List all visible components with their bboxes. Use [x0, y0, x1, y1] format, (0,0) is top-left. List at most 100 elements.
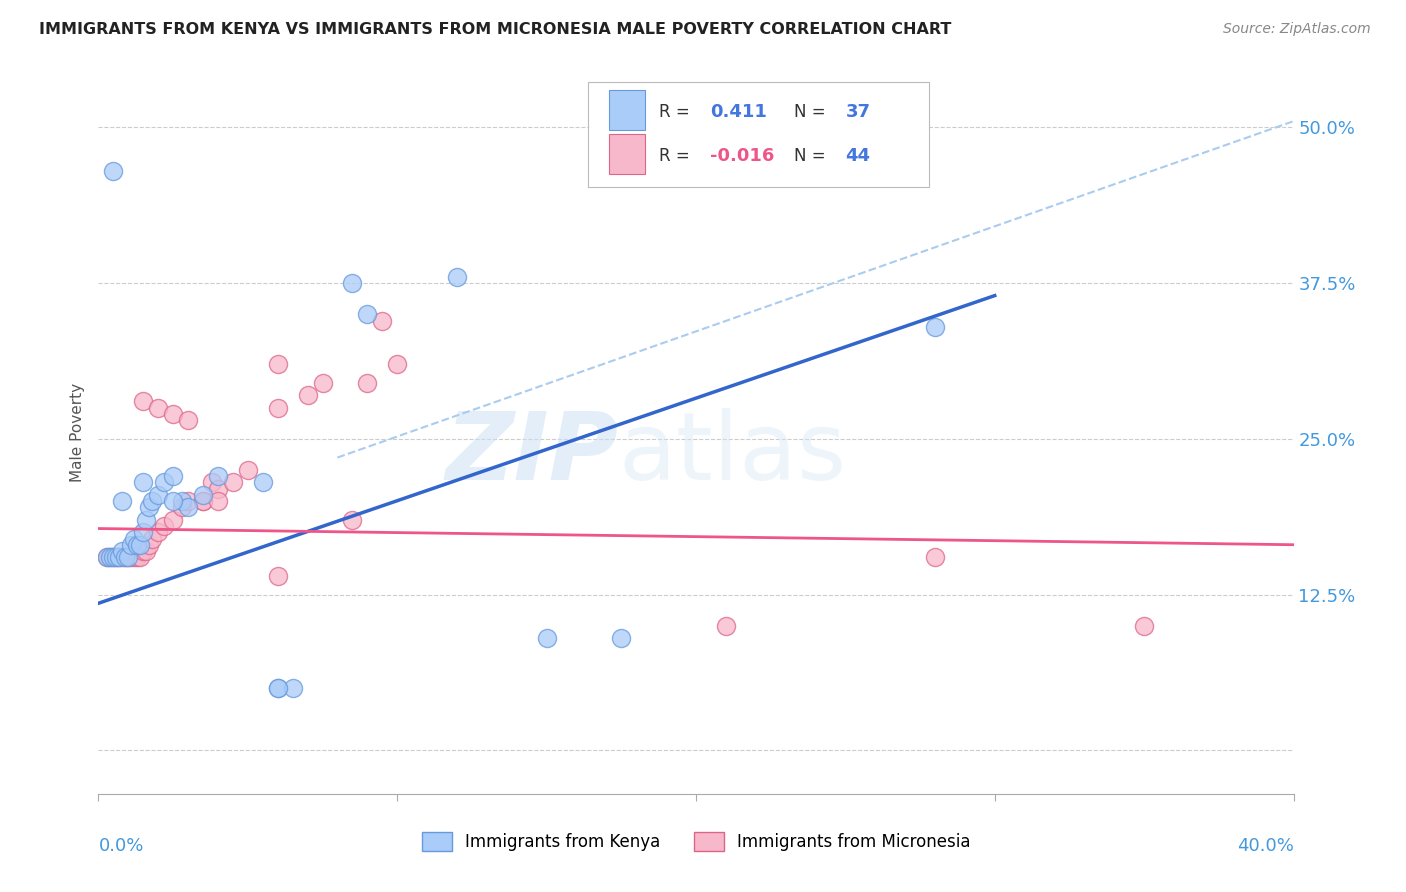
Point [267, 569, 290, 583]
Text: atlas: atlas [619, 409, 846, 500]
Point [162, 469, 184, 483]
Point [177, 500, 200, 515]
Point [610, 631, 633, 645]
Point [132, 525, 155, 540]
Point [98, 550, 122, 565]
Point [267, 681, 290, 695]
Point [267, 401, 290, 415]
Bar [609, 90, 644, 129]
Point [162, 494, 184, 508]
Text: N =: N = [794, 103, 825, 121]
Y-axis label: Male Poverty: Male Poverty [70, 383, 86, 483]
Point [120, 550, 142, 565]
Text: 44: 44 [845, 147, 870, 165]
Point [172, 494, 194, 508]
Point [267, 357, 290, 371]
Point [222, 475, 245, 490]
Point [924, 319, 946, 334]
Point [138, 500, 160, 515]
Point [297, 388, 319, 402]
Point [132, 394, 155, 409]
Point [177, 413, 200, 427]
Point [191, 494, 214, 508]
Point [98, 550, 122, 565]
Text: 37: 37 [845, 103, 870, 121]
Text: IMMIGRANTS FROM KENYA VS IMMIGRANTS FROM MICRONESIA MALE POVERTY CORRELATION CHA: IMMIGRANTS FROM KENYA VS IMMIGRANTS FROM… [39, 22, 952, 37]
Point [148, 525, 170, 540]
Text: -0.016: -0.016 [710, 147, 775, 165]
Point [132, 544, 155, 558]
Point [111, 544, 134, 558]
Point [108, 550, 131, 565]
Point [124, 550, 146, 565]
Point [114, 550, 136, 565]
Point [103, 550, 125, 565]
Point [111, 550, 134, 565]
Text: 0.411: 0.411 [710, 103, 768, 121]
Point [191, 494, 214, 508]
Point [105, 550, 128, 565]
Point [162, 407, 184, 421]
Point [207, 494, 229, 508]
Point [311, 376, 333, 390]
Point [129, 538, 152, 552]
Point [148, 488, 170, 502]
Point [135, 544, 157, 558]
Point [191, 488, 214, 502]
Text: 0.0%: 0.0% [98, 838, 143, 855]
FancyBboxPatch shape [589, 82, 929, 187]
Point [1133, 618, 1156, 632]
Legend: Immigrants from Kenya, Immigrants from Micronesia: Immigrants from Kenya, Immigrants from M… [415, 825, 977, 858]
Point [103, 550, 125, 565]
Point [162, 513, 184, 527]
Point [385, 357, 409, 371]
Point [132, 475, 155, 490]
Point [127, 538, 149, 552]
Point [342, 276, 364, 290]
Point [153, 519, 176, 533]
Point [371, 313, 394, 327]
Point [207, 469, 229, 483]
Point [96, 550, 118, 565]
Point [714, 618, 737, 632]
Point [96, 550, 118, 565]
Point [446, 269, 468, 284]
Point [117, 550, 139, 565]
Text: R =: R = [659, 147, 690, 165]
Point [129, 550, 152, 565]
Point [117, 550, 139, 565]
Point [124, 532, 146, 546]
Point [138, 538, 160, 552]
Point [135, 513, 157, 527]
Point [356, 376, 378, 390]
Point [141, 494, 163, 508]
Point [141, 532, 163, 546]
Point [201, 475, 224, 490]
Point [207, 482, 229, 496]
Point [252, 475, 274, 490]
Text: R =: R = [659, 103, 690, 121]
Point [108, 550, 131, 565]
Point [153, 475, 176, 490]
Point [127, 550, 149, 565]
Point [172, 500, 194, 515]
Point [111, 494, 134, 508]
Text: Source: ZipAtlas.com: Source: ZipAtlas.com [1223, 22, 1371, 37]
Point [924, 550, 946, 565]
Point [536, 631, 558, 645]
Point [177, 494, 200, 508]
Point [267, 681, 290, 695]
Point [120, 538, 142, 552]
Point [148, 401, 170, 415]
Point [281, 681, 304, 695]
Text: ZIP: ZIP [446, 409, 619, 500]
Point [236, 463, 259, 477]
Point [356, 307, 378, 321]
Point [114, 550, 136, 565]
Point [103, 164, 125, 178]
Point [342, 513, 364, 527]
Text: 40.0%: 40.0% [1237, 838, 1294, 855]
Text: N =: N = [794, 147, 825, 165]
Point [105, 550, 128, 565]
Bar [609, 134, 644, 174]
